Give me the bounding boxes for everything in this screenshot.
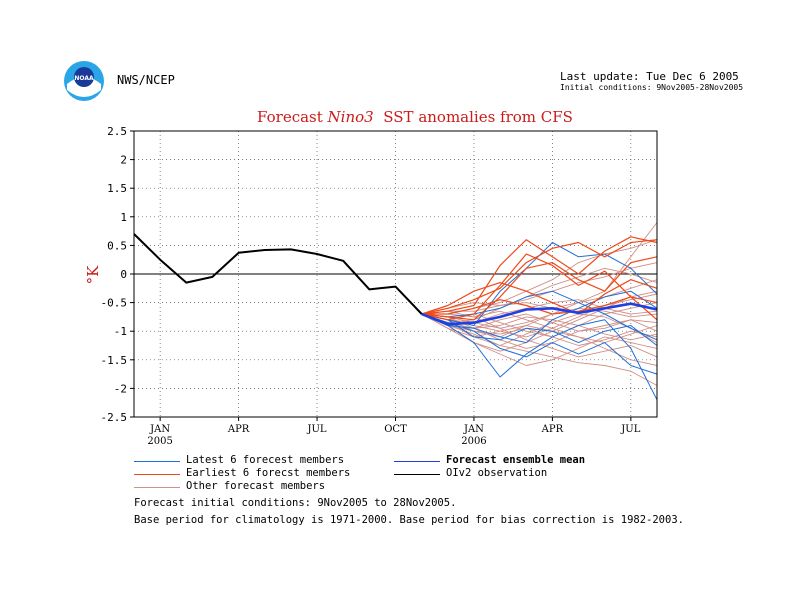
y-tick-label: -1 <box>114 325 127 338</box>
other-member-line <box>421 262 658 315</box>
footer-base-period: Base period for climatology is 1971-2000… <box>134 514 684 526</box>
y-tick-label: 1.5 <box>107 182 127 195</box>
legend-label: OIv2 observation <box>446 467 548 479</box>
legend-label: Latest 6 forecest members <box>186 454 345 466</box>
other-member-line <box>421 313 658 386</box>
x-tick-label: OCT <box>384 424 407 435</box>
last-update: Last update: Tue Dec 6 2005 <box>560 70 739 83</box>
ensemble-mean-line <box>421 302 658 326</box>
x-tick-year-label: 2005 <box>147 436 172 447</box>
y-tick-label: 0 <box>120 268 127 281</box>
legend-swatch <box>134 487 180 488</box>
earliest-member-line <box>421 279 658 315</box>
legend-swatch <box>134 461 180 462</box>
other-member-line <box>421 239 658 315</box>
x-tick-label: JUL <box>620 424 640 435</box>
y-tick-label: 0.5 <box>107 239 127 252</box>
noaa-logo-icon: NOAA <box>64 61 104 101</box>
y-tick-label: -2.5 <box>101 411 128 424</box>
y-tick-label: 1 <box>120 211 127 224</box>
legend-label: Forecast ensemble mean <box>446 454 586 466</box>
legend-swatch <box>134 474 180 475</box>
logo-text: NOAA <box>74 75 94 82</box>
earliest-member-line <box>421 236 658 315</box>
y-tick-label: -0.5 <box>101 297 128 310</box>
observation-line <box>133 233 423 315</box>
x-tick-label: APR <box>541 424 564 435</box>
agency-label: NWS/NCEP <box>117 73 175 87</box>
earliest-member-line <box>421 256 658 321</box>
latest-member-line <box>421 290 658 344</box>
other-member-line <box>421 310 658 358</box>
other-member-line <box>421 307 658 329</box>
legend-label: Earliest 6 forecst members <box>186 467 351 479</box>
footer-initial-conditions: Forecast initial conditions: 9Nov2005 to… <box>134 497 457 509</box>
y-tick-label: -1.5 <box>101 354 128 367</box>
x-tick-label: JAN <box>149 424 170 435</box>
chart-title-part-2: Nino3 <box>327 108 374 126</box>
x-tick-year-label: 2006 <box>461 436 486 447</box>
y-axis-label: °K <box>84 265 102 285</box>
noaa-logo: NOAA <box>63 60 105 102</box>
other-member-line <box>421 222 658 338</box>
chart-title-part-3: SST anomalies from CFS <box>374 108 573 126</box>
y-tick-label: 2.5 <box>107 125 127 138</box>
chart-title: Forecast Nino3 SST anomalies from CFS <box>257 108 573 126</box>
latest-member-line <box>421 313 658 346</box>
x-tick-label: JUL <box>307 424 327 435</box>
latest-member-line <box>421 290 658 341</box>
legend-swatch <box>394 474 440 475</box>
y-tick-label: 2 <box>120 154 127 167</box>
earliest-member-line <box>421 239 658 315</box>
chart-title-part-1: Forecast <box>257 108 328 126</box>
plot-frame <box>133 130 658 418</box>
legend-swatch <box>394 461 440 462</box>
earliest-member-line <box>421 253 658 321</box>
series-layer <box>133 222 658 401</box>
legend-label: Other forecast members <box>186 480 326 492</box>
initial-conditions: Initial conditions: 9Nov2005-28Nov2005 <box>560 83 744 92</box>
x-tick-label: JAN <box>463 424 484 435</box>
y-tick-label: -2 <box>114 382 127 395</box>
x-tick-label: APR <box>227 424 250 435</box>
latest-member-line <box>421 313 658 401</box>
